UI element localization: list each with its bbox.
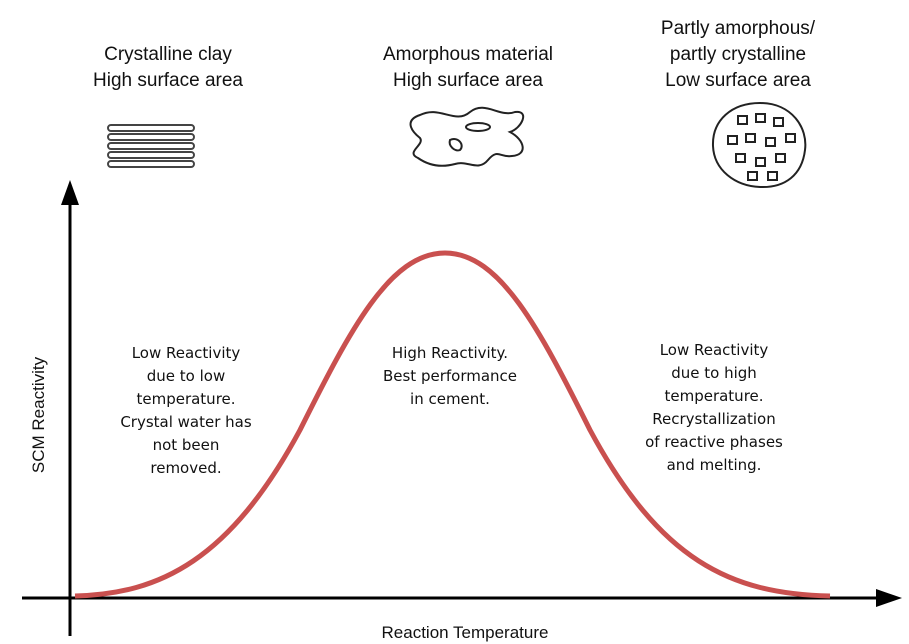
- stage-title: Amorphous material: [383, 44, 553, 65]
- stage-description: in cement.: [410, 390, 490, 408]
- partly-crystalline-icon: [711, 101, 807, 189]
- x-axis-label: Reaction Temperature: [382, 623, 549, 642]
- amorphous-icon: [409, 106, 525, 167]
- stage-description: Low Reactivity: [660, 341, 769, 359]
- stage-title: High surface area: [393, 70, 543, 91]
- stage-description: due to low: [147, 367, 225, 385]
- y-axis-arrow: [61, 180, 79, 205]
- stage-title: Partly amorphous/: [661, 18, 816, 39]
- stage-description: removed.: [150, 459, 221, 477]
- stage-description: Crystal water has: [120, 413, 252, 431]
- reactivity-curve: [74, 250, 831, 599]
- stage-description: Recrystallization: [652, 410, 775, 428]
- stage-description: High Reactivity.: [392, 344, 508, 362]
- stage-description: temperature.: [136, 390, 235, 408]
- stage-title: High surface area: [93, 70, 243, 91]
- stage-description: Best performance: [383, 367, 517, 385]
- stage-description: due to high: [671, 364, 757, 382]
- stage-description: of reactive phases: [645, 433, 783, 451]
- stage-title: partly crystalline: [670, 44, 806, 65]
- clay-layers-icon: [107, 124, 195, 168]
- stage-description: and melting.: [667, 456, 762, 474]
- stage-title: Low surface area: [665, 70, 811, 91]
- x-axis-arrow: [876, 589, 902, 607]
- stage-description: not been: [153, 436, 220, 454]
- stage-description: temperature.: [664, 387, 763, 405]
- stage-title: Crystalline clay: [104, 44, 232, 65]
- stage-description: Low Reactivity: [132, 344, 241, 362]
- y-axis-label: SCM Reactivity: [29, 356, 48, 473]
